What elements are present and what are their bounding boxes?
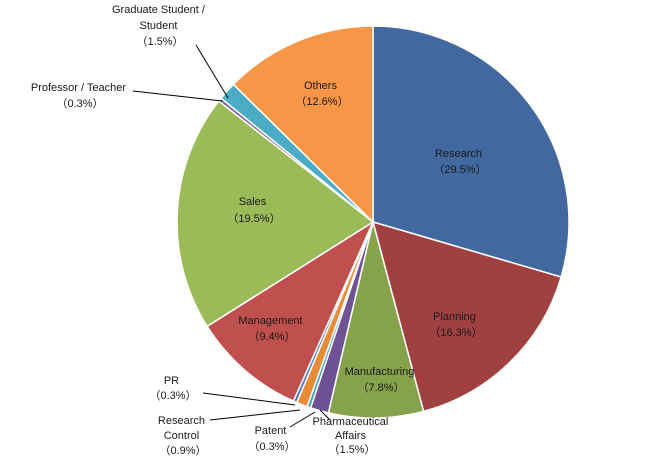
label-management: Management （9.4%） bbox=[238, 315, 305, 343]
pie-slice-planning bbox=[371, 220, 563, 413]
leader-line-grad bbox=[195, 44, 229, 99]
leader-line-pharma bbox=[319, 409, 331, 421]
leader-line-patent bbox=[289, 411, 316, 428]
leader-line-pr bbox=[202, 392, 296, 406]
label-sales: Sales （19.5%） bbox=[227, 196, 280, 225]
pie-slices bbox=[176, 25, 570, 419]
label-professor-teacher: Professor / Teacher （0.3%） bbox=[31, 82, 129, 110]
leader-line-professor bbox=[132, 90, 223, 102]
leader-line-research-control bbox=[209, 409, 301, 421]
pie-slice-research bbox=[372, 25, 570, 278]
leader-lines bbox=[132, 44, 331, 428]
label-manufacturing: Manufacturing （7.8%） bbox=[345, 366, 418, 394]
pie-slice-sales bbox=[176, 99, 375, 328]
labels: Research （29.5%） Planning （16.3%） Manufa… bbox=[31, 4, 487, 457]
label-research: Research （29.5%） bbox=[433, 148, 486, 176]
label-pr: PR （0.3%） bbox=[149, 375, 196, 402]
label-planning: Planning （16.3%） bbox=[429, 311, 482, 339]
label-others: Others （12.6%） bbox=[295, 80, 348, 108]
label-patent: Patent （0.3%） bbox=[248, 425, 295, 453]
label-graduate-student: Graduate Student / Student （1.5%） bbox=[112, 4, 208, 48]
label-pharmaceutical-affairs: Pharmaceutical Affairs （1.5%） bbox=[313, 416, 392, 456]
label-research-control: Research Control （0.9%） bbox=[158, 415, 208, 457]
pie-slice-others bbox=[232, 25, 374, 224]
pie-slice-manufacturing bbox=[327, 221, 425, 419]
pie-slice-management bbox=[206, 220, 375, 403]
